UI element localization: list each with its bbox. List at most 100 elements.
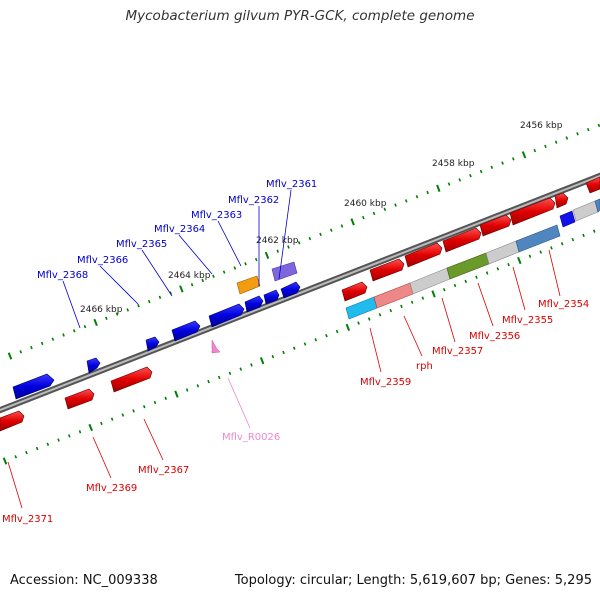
scale-tick xyxy=(35,446,39,451)
gene-mflv-2369[interactable] xyxy=(64,388,95,410)
rna-marker-r0026[interactable] xyxy=(211,339,221,354)
scale-tick xyxy=(582,233,585,238)
track-blue-small[interactable] xyxy=(559,210,576,228)
gene-mflv-2370[interactable] xyxy=(12,373,55,400)
scale-tick xyxy=(110,417,114,421)
scale-tick xyxy=(121,413,125,417)
forward-genes xyxy=(12,261,301,400)
scale-label-2460: 2460 kbp xyxy=(344,199,387,209)
scale-tick xyxy=(30,345,33,350)
scale-tick xyxy=(597,123,600,128)
gene-reverse-1[interactable] xyxy=(585,176,600,194)
gene-mflv-2362-a[interactable] xyxy=(263,289,280,305)
scale-tick xyxy=(528,254,532,258)
label-mflv-r0026: Mflv_R0026 xyxy=(222,432,280,443)
track-olive[interactable] xyxy=(446,252,490,280)
scale-tick xyxy=(325,334,328,338)
reverse-leader-lines xyxy=(7,249,561,509)
gene-mflv-2355-b[interactable] xyxy=(479,214,512,237)
track-lightgray-3[interactable] xyxy=(572,200,599,222)
scale-tick xyxy=(517,256,522,265)
scale-tick xyxy=(254,257,258,262)
scale-tick xyxy=(303,342,307,346)
scale-tick xyxy=(378,313,382,317)
track-lightgray-2[interactable] xyxy=(485,240,520,265)
gene-mflv-2362-b[interactable] xyxy=(244,295,264,313)
label-mflv-2362: Mflv_2362 xyxy=(228,195,279,206)
gene-purple[interactable] xyxy=(271,261,298,282)
scale-ticks xyxy=(2,123,600,465)
scale-tick xyxy=(533,148,537,153)
scale-tick xyxy=(389,308,393,313)
scale-tick xyxy=(212,274,215,278)
scale-tick xyxy=(142,405,146,409)
scale-tick xyxy=(72,329,76,333)
scale-tick xyxy=(46,442,50,446)
scale-tick xyxy=(297,241,301,245)
gene-mflv-2361[interactable] xyxy=(280,281,301,299)
gene-orange[interactable] xyxy=(236,275,261,295)
scale-label-2462: 2462 kbp xyxy=(256,236,299,246)
scale-tick xyxy=(185,388,189,392)
scale-tick xyxy=(264,251,270,259)
accession-text: Accession: NC_009338 xyxy=(10,573,158,588)
gene-mflv-2366[interactable] xyxy=(145,336,160,352)
scale-tick xyxy=(507,262,510,267)
scale-tick xyxy=(367,317,371,321)
gene-mflv-2365[interactable] xyxy=(171,320,201,342)
map-title: Mycobacterium gilvum PYR-GCK, complete g… xyxy=(125,8,475,24)
scale-tick xyxy=(453,283,457,288)
reverse-genes xyxy=(0,176,600,432)
gene-mflv-2359[interactable] xyxy=(341,281,368,302)
scale-tick xyxy=(464,279,468,284)
gene-mflv-2355-a[interactable] xyxy=(509,197,556,226)
label-mflv-2365: Mflv_2365 xyxy=(116,239,167,250)
scale-tick xyxy=(475,275,478,279)
scale-tick xyxy=(415,195,419,199)
scale-tick xyxy=(126,308,130,312)
label-mflv-2364: Mflv_2364 xyxy=(154,224,205,235)
scale-tick xyxy=(469,174,472,178)
gene-mflv-2354[interactable] xyxy=(554,192,569,209)
scale-tick xyxy=(404,199,408,203)
label-mflv-2357: Mflv_2357 xyxy=(432,346,483,357)
gene-mflv-2357[interactable] xyxy=(404,242,443,268)
scale-tick xyxy=(550,246,553,250)
scale-tick xyxy=(372,211,376,216)
gene-mflv-2371[interactable] xyxy=(0,410,25,432)
scale-tick xyxy=(259,357,265,365)
scale-tick xyxy=(314,338,318,342)
scale-tick xyxy=(571,237,575,242)
gene-mflv-2356[interactable] xyxy=(442,227,482,253)
gene-mflv-2367[interactable] xyxy=(110,366,153,393)
scale-tick xyxy=(207,379,210,384)
scale-tick xyxy=(335,329,339,334)
label-mflv-2356: Mflv_2356 xyxy=(469,331,520,342)
track-salmon[interactable] xyxy=(373,282,414,309)
scale-tick xyxy=(431,290,436,298)
scale-tick xyxy=(521,151,527,159)
scale-tick xyxy=(88,423,93,432)
scale-tick xyxy=(565,136,569,140)
scale-tick xyxy=(436,184,441,192)
scale-tick xyxy=(479,169,483,174)
track-steelblue[interactable] xyxy=(515,224,561,253)
label-mflv-2367: Mflv_2367 xyxy=(138,465,189,476)
scale-tick xyxy=(190,283,194,287)
track-steel-edge[interactable] xyxy=(594,198,600,213)
label-mflv-2366: Mflv_2366 xyxy=(77,255,128,266)
scale-tick xyxy=(287,245,290,249)
gene-mflv-2368[interactable] xyxy=(86,357,101,374)
track-cyan[interactable] xyxy=(345,296,378,320)
scale-tick xyxy=(276,249,280,253)
scale-tick xyxy=(217,375,221,380)
scale-tick xyxy=(179,285,184,293)
gene-rph[interactable] xyxy=(369,258,405,282)
scale-tick xyxy=(201,278,205,283)
gene-mflv-2364[interactable] xyxy=(208,303,245,328)
scale-tick xyxy=(78,430,82,434)
scale-tick xyxy=(383,207,387,211)
scale-label-2456: 2456 kbp xyxy=(520,121,563,131)
scale-tick xyxy=(282,350,285,355)
scale-tick xyxy=(83,324,87,329)
